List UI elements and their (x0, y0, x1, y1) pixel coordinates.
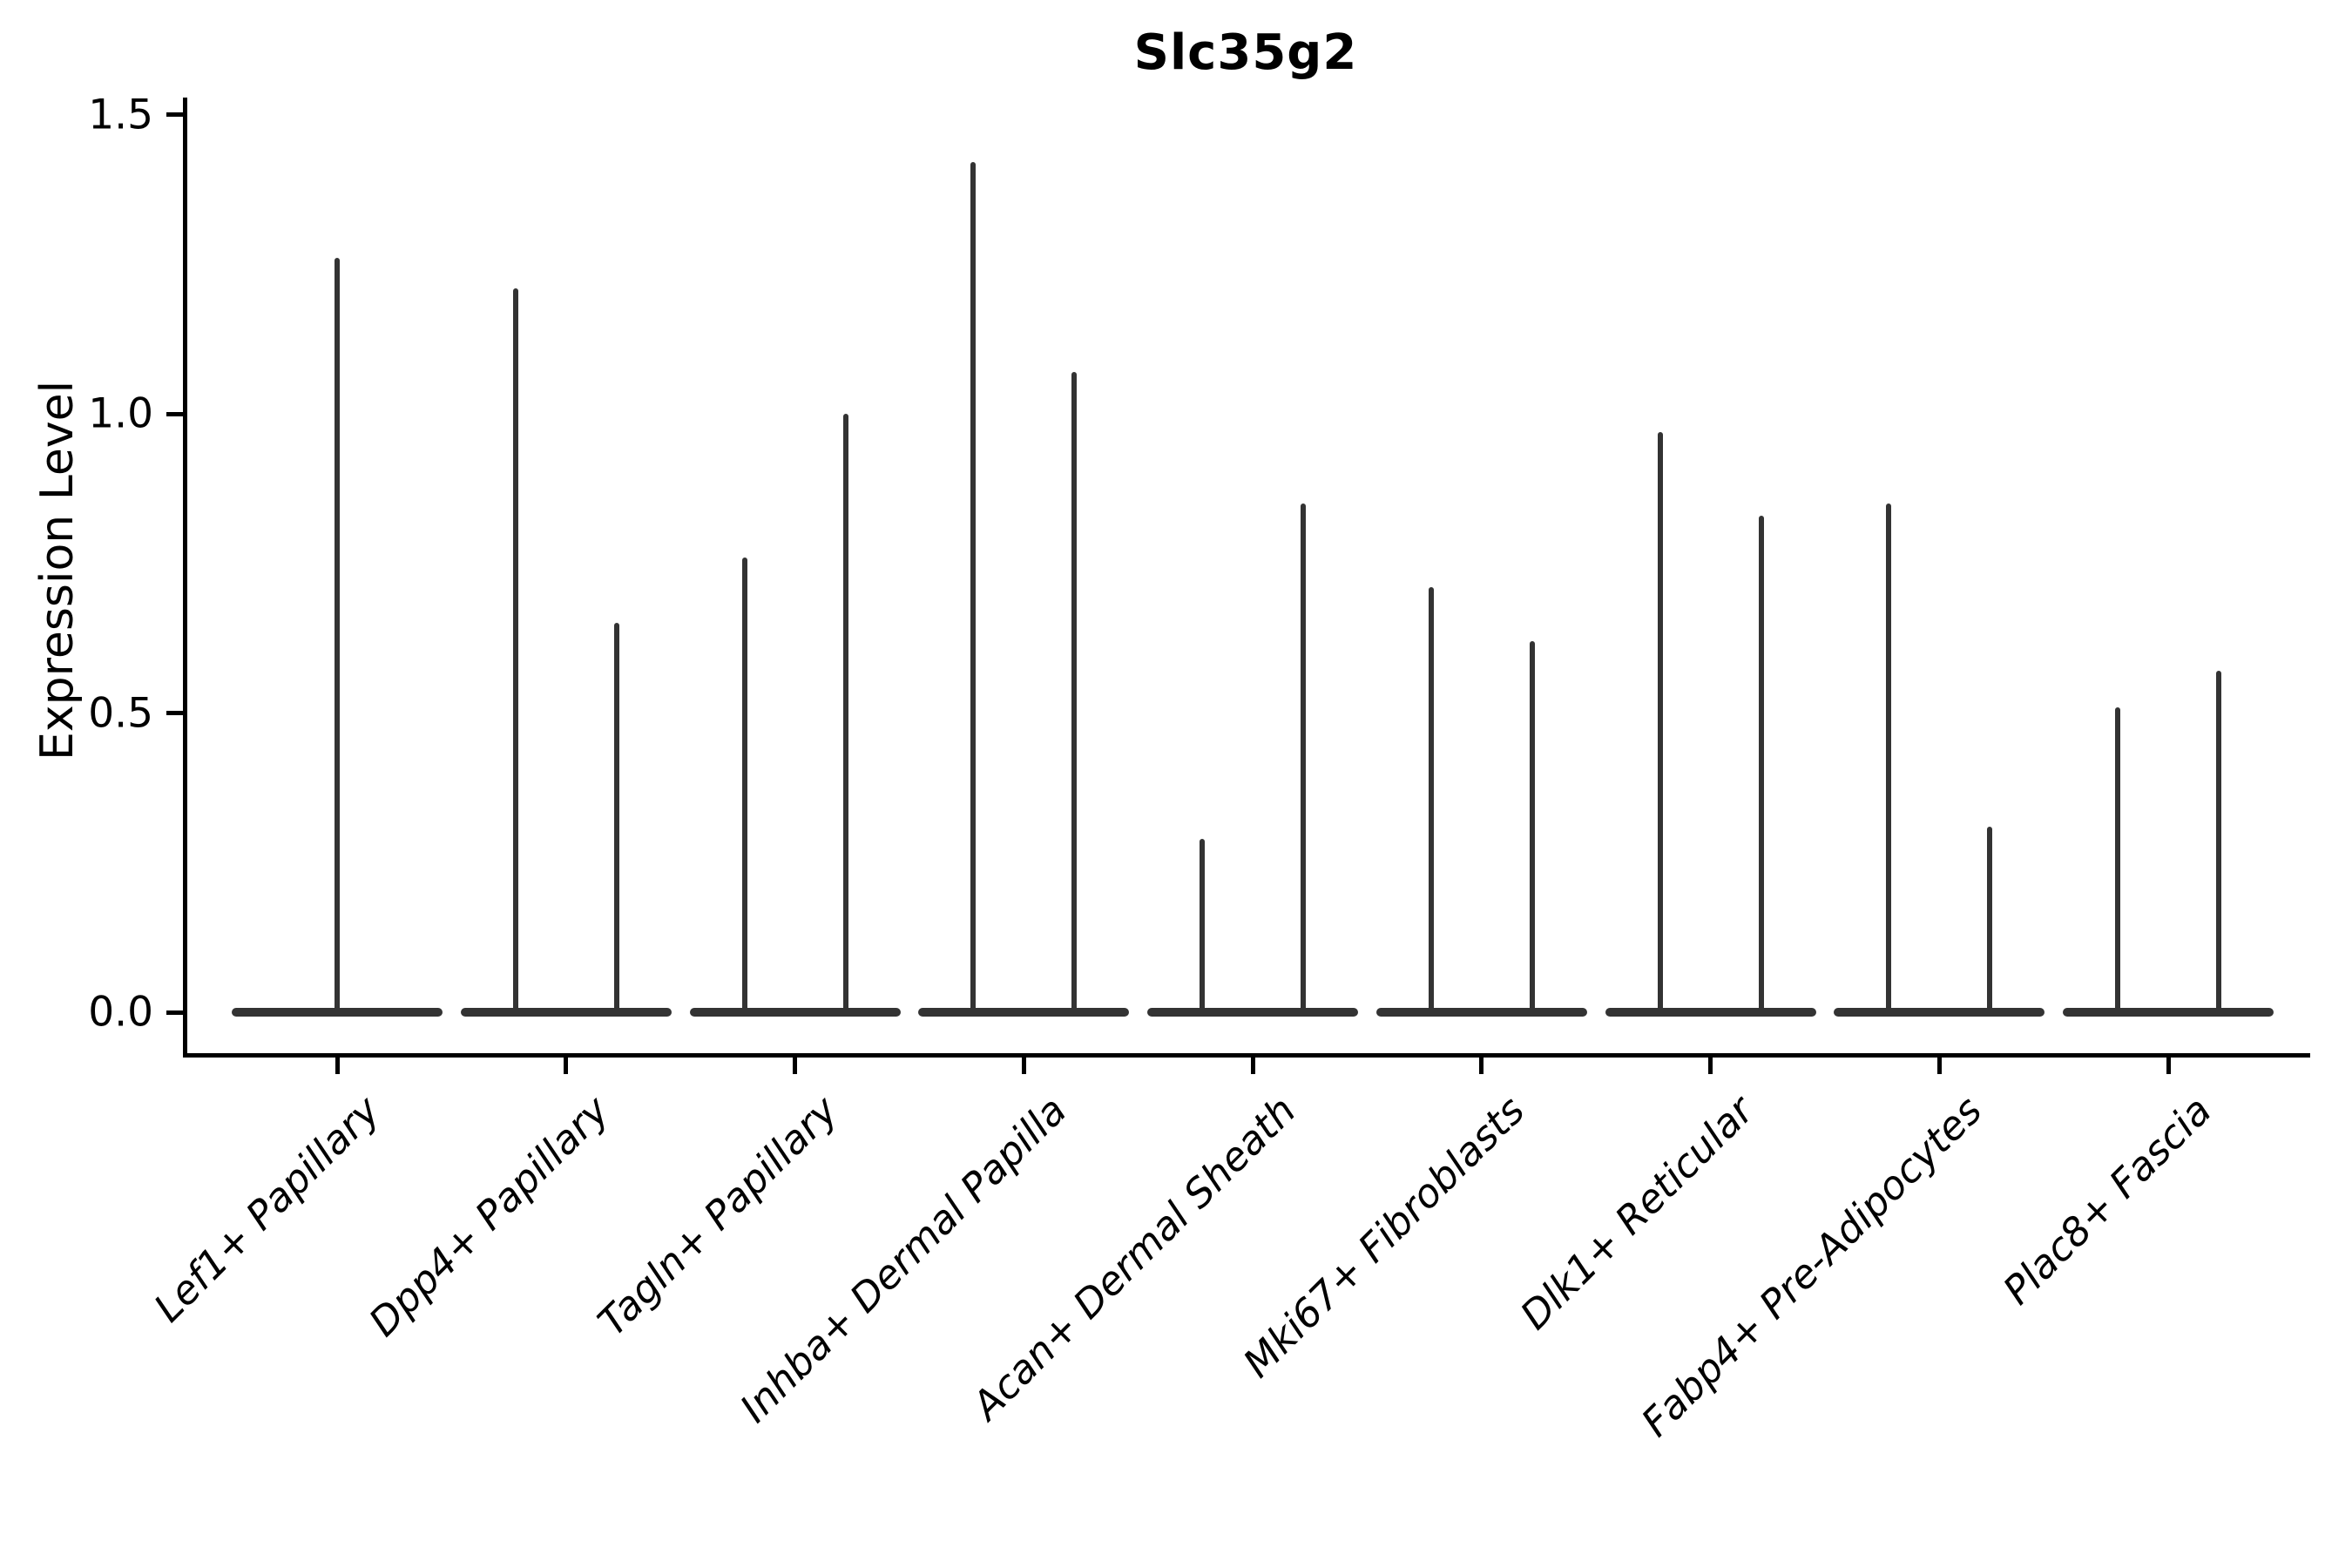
violin-zero-band (460, 1008, 672, 1017)
violin (1200, 838, 1205, 1015)
x-tick (1021, 1058, 1026, 1074)
violin (335, 258, 340, 1015)
violin-zero-band (1834, 1008, 2045, 1017)
violin (613, 623, 619, 1015)
violin (1301, 504, 1306, 1015)
y-tick-label: 0.0 (88, 988, 153, 1037)
violin-zero-band (689, 1008, 901, 1017)
y-tick (166, 1010, 183, 1015)
y-tick-label: 1.0 (88, 389, 153, 438)
x-tick-label: Lef1+ Papillary (145, 1087, 389, 1331)
violin-zero-band (1375, 1008, 1587, 1017)
x-tick (564, 1058, 569, 1074)
violin-zero-band (1147, 1008, 1358, 1017)
x-axis-spine (183, 1053, 2310, 1058)
violin (1428, 587, 1434, 1015)
violin (1987, 827, 1993, 1015)
x-tick (1936, 1058, 1942, 1074)
violin-zero-band (2063, 1008, 2274, 1017)
violin (1529, 641, 1535, 1015)
y-tick (166, 112, 183, 117)
violin (1071, 371, 1078, 1015)
x-tick (1479, 1058, 1484, 1074)
y-tick (166, 711, 183, 715)
x-tick-label: Dpp4+ Papillary (360, 1087, 618, 1346)
chart-title: Slc35g2 (1133, 24, 1358, 81)
y-tick-label: 1.5 (88, 91, 153, 139)
violin-zero-band (918, 1008, 1130, 1017)
x-tick-label: Dlk1+ Reticular (1511, 1087, 1762, 1339)
x-tick (1250, 1058, 1255, 1074)
violin (2216, 671, 2221, 1015)
violin (741, 557, 747, 1015)
x-tick (1708, 1058, 1713, 1074)
x-tick-label: Plac8+ Fascia (1993, 1087, 2220, 1314)
violin (1758, 515, 1764, 1015)
x-tick (793, 1058, 797, 1074)
violin (512, 287, 518, 1015)
y-tick (166, 411, 183, 416)
x-tick (2166, 1058, 2171, 1074)
y-axis-spine (183, 98, 187, 1058)
violin (970, 162, 977, 1015)
violin (1657, 431, 1663, 1015)
violin (2115, 706, 2120, 1015)
x-tick-label: Tagln+ Papillary (589, 1087, 847, 1345)
violin (842, 414, 848, 1015)
y-tick-label: 0.5 (88, 689, 153, 737)
violin (1886, 504, 1892, 1015)
violin-zero-band (1605, 1008, 1816, 1017)
x-tick (335, 1058, 340, 1074)
